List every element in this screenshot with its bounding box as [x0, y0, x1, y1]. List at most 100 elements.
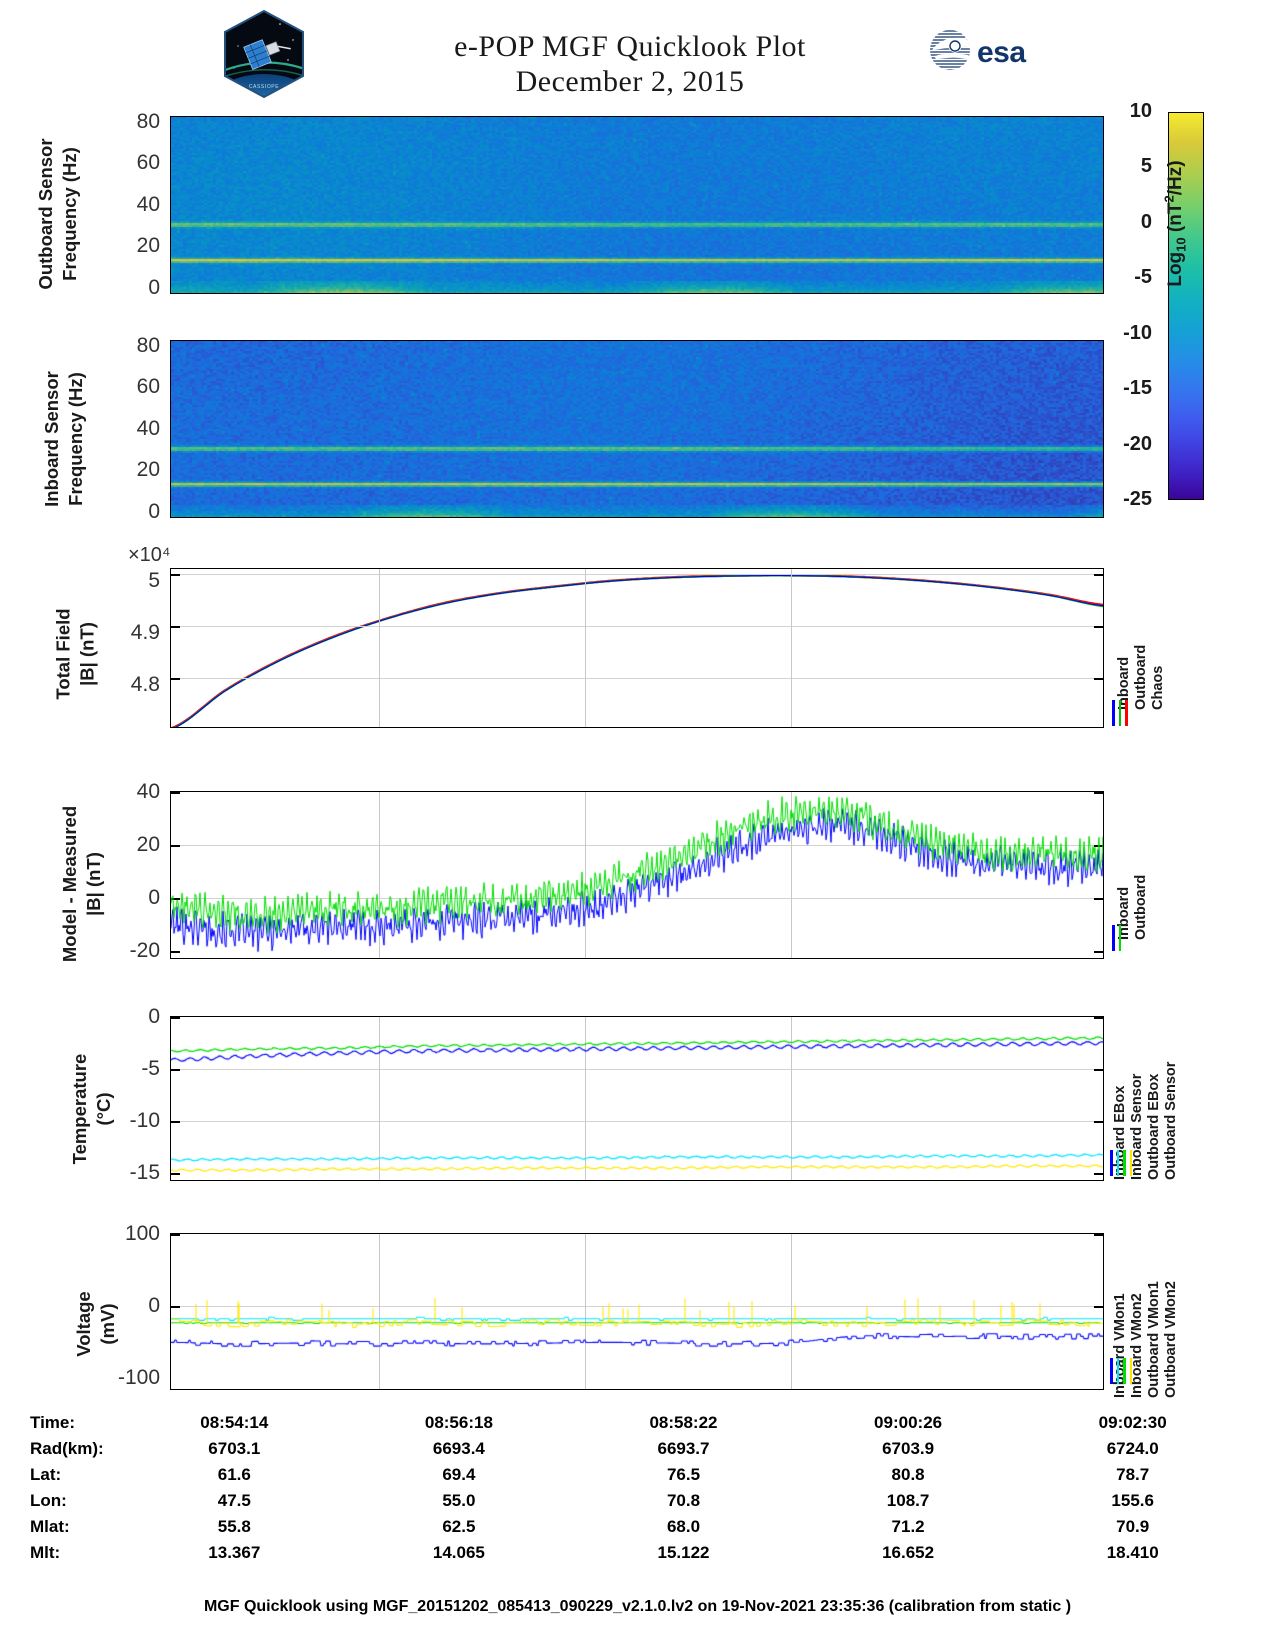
table-row-label: Lon:	[30, 1491, 67, 1510]
table-cell: 55.8	[217, 1517, 251, 1536]
legend-swatch	[1110, 1358, 1113, 1384]
legend-swatch	[1118, 925, 1121, 951]
total-field-legend-swatches	[1112, 700, 1128, 726]
temperature-panel[interactable]	[170, 1016, 1104, 1181]
esa-logo: esa	[928, 26, 1043, 74]
voltage-panel[interactable]	[170, 1233, 1104, 1390]
table-row: Lon: 47.5 55.0 70.8 108.7 155.6	[30, 1488, 1245, 1514]
table-cell: 70.9	[1116, 1517, 1150, 1536]
table-row: Mlt: 13.367 14.065 15.122 16.652 18.410	[30, 1540, 1245, 1566]
temperature-legend-swatches	[1110, 1150, 1132, 1176]
cassiope-epop-mission-patch-icon: CASSIOPE	[218, 8, 310, 100]
gridline-v	[379, 569, 380, 727]
table-row: Lat: 61.6 69.4 76.5 80.8 78.7	[30, 1462, 1245, 1488]
ytick: -10	[129, 1109, 160, 1132]
table-cell: 6693.7	[657, 1439, 710, 1458]
table-row-label: Lat:	[30, 1465, 62, 1484]
inboard-spectrogram-yticks: 80 60 40 20 0	[108, 334, 160, 523]
ytick: -100	[117, 1366, 160, 1389]
table-cell: 16.652	[882, 1543, 935, 1562]
voltage-yticks: 100 0 -100	[100, 1222, 160, 1412]
ytick: 20	[136, 833, 160, 856]
table-row: Time: 08:54:14 08:56:18 08:58:22 09:00:26 09:…	[30, 1410, 1245, 1436]
legend-swatch	[1116, 1358, 1119, 1384]
legend-label: Outboard	[1133, 874, 1149, 940]
footer-caption: MGF Quicklook using MGF_20151202_085413_…	[203, 1598, 1072, 1615]
legend-label: Outboard VMon2	[1163, 1281, 1179, 1398]
outboard-spectrogram-ylabel: Outboard Sensor Frequency (Hz)	[35, 138, 80, 290]
ytick: 40	[136, 193, 160, 216]
ytick: 40	[136, 417, 160, 440]
table-cell: 108.7	[886, 1491, 930, 1510]
page-header: CASSIOPE e-POP MGF Quicklook Plot Decemb…	[0, 0, 1275, 105]
gridline-h	[171, 678, 1103, 679]
voltage-legend-swatches	[1110, 1358, 1132, 1384]
cb-tick-1: 5	[1140, 155, 1152, 177]
gridline-v	[791, 569, 792, 727]
table-cell: 14.065	[432, 1543, 485, 1562]
ephemeris-table: Time: 08:54:14 08:56:18 08:58:22 09:00:26 09:…	[30, 1410, 1245, 1566]
legend-label: Outboard Sensor	[1163, 1061, 1179, 1180]
total-field-traces	[171, 574, 1103, 727]
ytick: 5	[148, 569, 160, 592]
table-cell: 08:56:18	[424, 1413, 493, 1432]
ytick: -20	[129, 939, 160, 962]
inboard-spectrogram-ylabel: Inboard Sensor Frequency (Hz)	[41, 371, 86, 507]
total-field-ylabel: Total Field |B| (nT)	[52, 608, 98, 700]
total-field-legend-labels: Inboard Outboard Chaos	[1106, 560, 1166, 710]
legend-swatch	[1123, 1358, 1126, 1384]
table-cell: 6724.0	[1106, 1439, 1159, 1458]
ytick: 0	[148, 500, 160, 523]
model-measured-panel[interactable]	[170, 791, 1104, 959]
title-line-2: December 2, 2015	[515, 65, 745, 98]
temperature-yticks: 0 -5 -10 -15	[100, 1005, 160, 1215]
cb-tick-3: -5	[1134, 266, 1152, 288]
model-measured-traces	[171, 792, 1103, 958]
total-field-panel[interactable]	[170, 568, 1104, 728]
cb-tick-0: 10	[1129, 100, 1152, 122]
table-cell: 09:02:30	[1098, 1413, 1167, 1432]
gridline-h	[171, 626, 1103, 627]
ytick: 0	[148, 886, 160, 909]
table-cell: 61.6	[217, 1465, 251, 1484]
table-cell: 68.0	[666, 1517, 701, 1536]
legend-label: Outboard EBox	[1146, 1073, 1162, 1180]
table-row-label: Mlt:	[30, 1543, 61, 1562]
ytick: 20	[136, 234, 160, 257]
legend-swatch	[1112, 700, 1115, 726]
outboard-spectrogram-image	[171, 117, 1103, 293]
page-title: e-POP MGF Quicklook Plot December 2, 201…	[330, 30, 930, 100]
legend-label: Outboard VMon1	[1146, 1281, 1162, 1398]
model-measured-legend-swatches	[1112, 925, 1121, 951]
inboard-spectrogram-panel[interactable]	[170, 340, 1104, 518]
model-measured-ylabel: Model - Measured |B| (nT)	[59, 805, 104, 963]
legend-swatch	[1110, 1150, 1113, 1176]
inboard-spectrogram-image	[171, 341, 1103, 517]
ytick: 0	[148, 276, 160, 299]
table-row: Rad(km): 6703.1 6693.4 6693.7 6703.9 6724.0	[30, 1436, 1245, 1462]
legend-label: Chaos	[1150, 665, 1166, 710]
ytick: 80	[136, 334, 160, 357]
ytick: 20	[136, 458, 160, 481]
legend-swatch	[1118, 700, 1121, 726]
ytick: 40	[136, 780, 160, 803]
gridline-h	[171, 574, 1103, 575]
cb-tick-2: 0	[1140, 211, 1152, 233]
table-cell: 55.0	[442, 1491, 476, 1510]
legend-swatch	[1129, 1358, 1132, 1384]
outboard-spectrogram-yticks: 80 60 40 20 0	[108, 110, 160, 299]
table-cell: 13.367	[208, 1543, 261, 1562]
legend-label: Outboard	[1133, 644, 1149, 710]
cb-tick-7: -25	[1123, 488, 1152, 510]
table-cell: 09:00:26	[874, 1413, 943, 1432]
table-row-label: Mlat:	[30, 1517, 70, 1536]
ytick: 60	[136, 375, 160, 398]
table-cell: 155.6	[1111, 1491, 1154, 1510]
table-cell: 69.4	[442, 1465, 476, 1484]
total-field-exponent: ×10⁴	[128, 544, 171, 566]
table-cell: 70.8	[666, 1491, 701, 1510]
outboard-spectrogram-panel[interactable]	[170, 116, 1104, 294]
esa-wordmark: esa	[977, 36, 1026, 69]
table-cell: 76.5	[666, 1465, 701, 1484]
table-cell: 6703.9	[882, 1439, 935, 1458]
